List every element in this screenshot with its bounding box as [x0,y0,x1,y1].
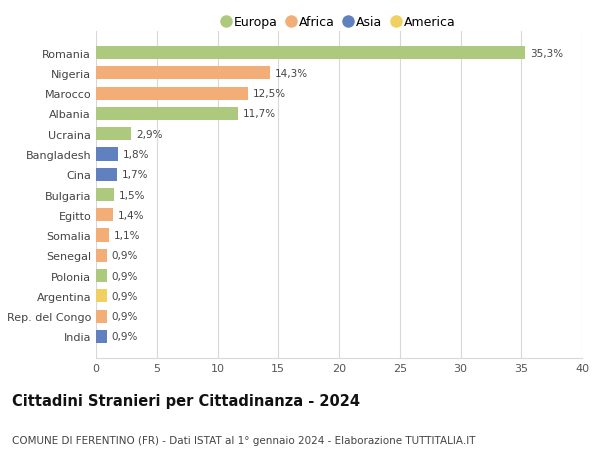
Text: 0,9%: 0,9% [112,271,138,281]
Legend: Europa, Africa, Asia, America: Europa, Africa, Asia, America [219,12,459,33]
Bar [96,189,114,202]
Text: 1,4%: 1,4% [118,210,145,220]
Bar [96,330,107,343]
Text: 35,3%: 35,3% [530,49,563,58]
Bar [96,310,107,323]
Text: 0,9%: 0,9% [112,251,138,261]
Text: 1,8%: 1,8% [123,150,149,160]
Text: 2,9%: 2,9% [136,129,163,140]
Bar [96,87,248,101]
Bar [96,168,116,181]
Bar [96,148,118,161]
Text: COMUNE DI FERENTINO (FR) - Dati ISTAT al 1° gennaio 2024 - Elaborazione TUTTITAL: COMUNE DI FERENTINO (FR) - Dati ISTAT al… [12,435,476,445]
Bar [96,128,131,141]
Text: 14,3%: 14,3% [275,69,308,79]
Bar [96,229,109,242]
Bar [96,209,113,222]
Text: 11,7%: 11,7% [243,109,276,119]
Text: 1,1%: 1,1% [114,230,141,241]
Text: 0,9%: 0,9% [112,311,138,321]
Text: 0,9%: 0,9% [112,332,138,341]
Text: 0,9%: 0,9% [112,291,138,301]
Bar [96,107,238,121]
Bar [96,269,107,283]
Text: 12,5%: 12,5% [253,89,286,99]
Bar [96,47,525,60]
Bar [96,67,270,80]
Bar [96,290,107,303]
Bar [96,249,107,262]
Text: 1,7%: 1,7% [122,170,148,180]
Text: Cittadini Stranieri per Cittadinanza - 2024: Cittadini Stranieri per Cittadinanza - 2… [12,393,360,409]
Text: 1,5%: 1,5% [119,190,146,200]
